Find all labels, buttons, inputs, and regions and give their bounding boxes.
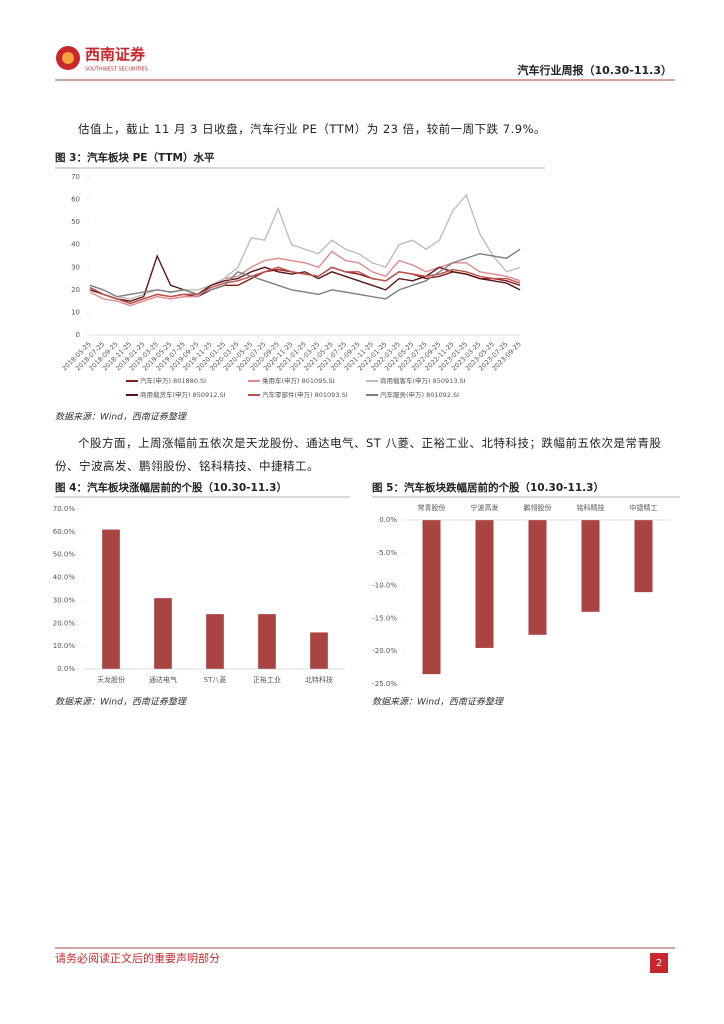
bar <box>102 529 120 669</box>
x-tick-label: 天龙股份 <box>97 675 125 684</box>
y-tick-label: -20.0% <box>372 647 397 655</box>
logo-text: 西南证券 <box>85 46 146 64</box>
bar <box>154 598 172 669</box>
bar <box>475 520 494 648</box>
y-tick-label: 0 <box>76 331 80 339</box>
paragraph: 个股方面，上周涨幅前五依次是天龙股份、通达电气、ST 八菱、正裕工业、北特科技；… <box>55 436 662 473</box>
legend-label: 汽车服务(申万) 801092.SI <box>380 390 459 399</box>
series-line <box>89 250 521 307</box>
logo-subtext: SOUTHWEST SECURITIES <box>85 67 148 73</box>
bar <box>310 632 328 669</box>
series-line <box>89 193 521 300</box>
y-tick-label: 30.0% <box>53 596 76 604</box>
paragraph: 估值上，截止 11 月 3 日收盘，汽车行业 PE（TTM）为 23 倍，较前一… <box>78 122 547 136</box>
y-tick-label: 30 <box>71 263 80 271</box>
x-tick-label: ST八菱 <box>204 675 227 684</box>
y-tick-label: 60 <box>71 196 80 204</box>
y-tick-label: -25.0% <box>372 680 397 688</box>
y-tick-label: 40 <box>71 241 80 249</box>
y-tick-label: 60.0% <box>53 528 76 536</box>
bar <box>581 520 600 612</box>
footer-disclaimer: 请务必阅读正文后的重要声明部分 <box>55 951 220 965</box>
y-tick-label: 50.0% <box>53 551 76 559</box>
series-line <box>89 254 521 302</box>
figure-source: 数据来源：Wind，西南证券整理 <box>372 697 505 708</box>
figure-source: 数据来源：Wind，西南证券整理 <box>55 412 188 423</box>
logo-icon <box>62 52 74 64</box>
x-tick-label: 通达电气 <box>149 675 177 684</box>
x-tick-label: 中捷精工 <box>630 503 658 512</box>
figure-source: 数据来源：Wind，西南证券整理 <box>55 697 188 708</box>
figure-title: 图 3：汽车板块 PE（TTM）水平 <box>55 151 215 164</box>
y-tick-label: 20.0% <box>53 619 76 627</box>
bar <box>258 614 276 669</box>
bar <box>422 520 441 675</box>
y-tick-label: 10 <box>71 308 80 316</box>
figure-title: 图 5：汽车板块跌幅居前的个股（10.30-11.3） <box>372 481 604 494</box>
y-tick-label: 20 <box>71 286 80 294</box>
legend-label: 汽车(申万) 801880.SI <box>140 376 206 385</box>
legend-label: 商用载货车(申万) 850912.SI <box>140 390 226 399</box>
y-tick-label: -10.0% <box>372 582 397 590</box>
y-tick-label: -15.0% <box>372 614 397 622</box>
y-tick-label: -5.0% <box>377 549 398 557</box>
legend-label: 乘用车(申万) 801095.SI <box>262 376 335 385</box>
y-tick-label: 0.0% <box>57 665 75 673</box>
figure-title: 图 4：汽车板块涨幅居前的个股（10.30-11.3） <box>55 481 287 494</box>
x-tick-label: 常青股份 <box>418 503 446 512</box>
legend-label: 汽车零部件(申万) 801093.SI <box>262 390 348 399</box>
y-tick-label: 0.0% <box>379 516 397 524</box>
bar <box>528 520 547 635</box>
legend-label: 商用载客车(申万) 850913.SI <box>380 376 466 385</box>
y-tick-label: 70 <box>71 173 80 181</box>
y-tick-label: 40.0% <box>53 574 76 582</box>
page-number-box <box>650 953 668 973</box>
x-tick-label: 铭科精技 <box>577 503 605 512</box>
header-title: 汽车行业周报（10.30-11.3） <box>518 63 673 77</box>
y-tick-label: 70.0% <box>53 505 76 513</box>
series-line <box>89 266 521 305</box>
x-tick-label: 正裕工业 <box>253 675 281 684</box>
x-tick-label: 宁波高发 <box>471 503 499 512</box>
bar <box>634 520 653 593</box>
bar <box>206 614 224 669</box>
x-tick-label: 鹏翎股份 <box>524 503 552 512</box>
y-tick-label: 10.0% <box>53 642 76 650</box>
y-tick-label: 50 <box>71 218 80 226</box>
x-tick-label: 北特科技 <box>305 675 333 684</box>
page-number: 2 <box>656 958 662 969</box>
series-line <box>89 248 521 300</box>
